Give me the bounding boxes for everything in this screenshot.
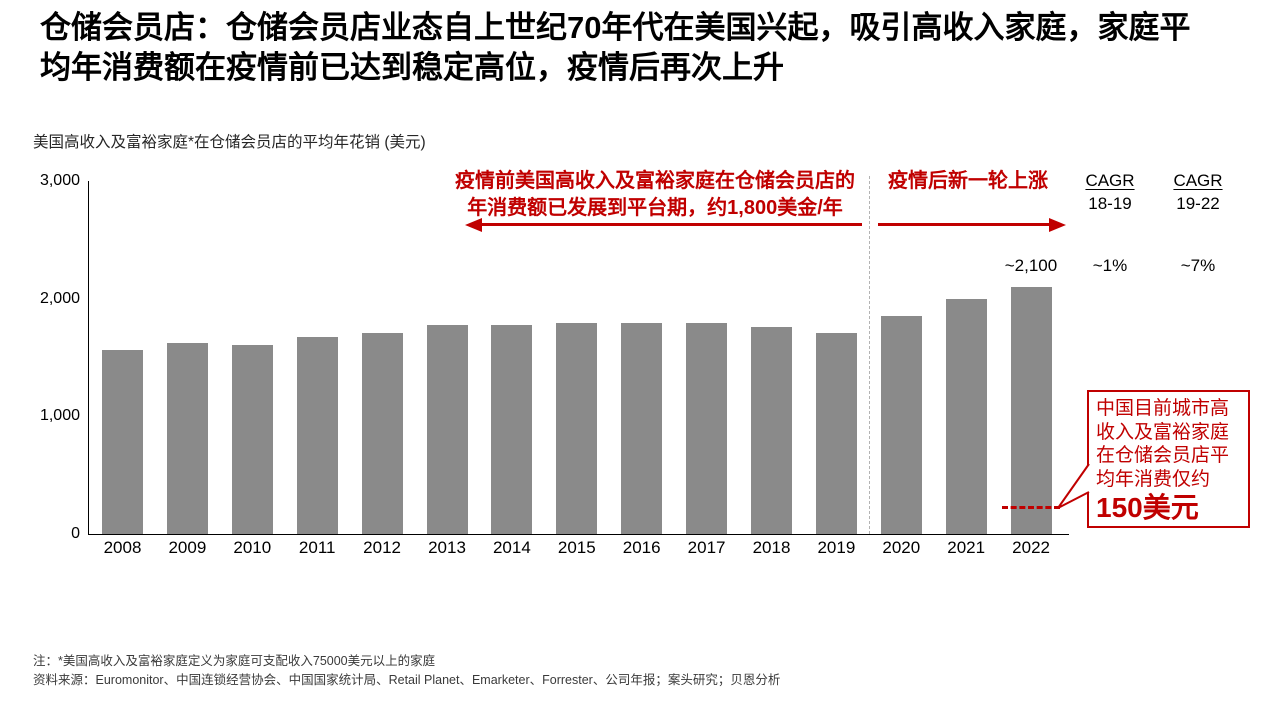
- x-axis-label: 2013: [428, 538, 466, 557]
- annotation-pre-covid-line2: 年消费额已发展到平台期，约1,800美金/年: [467, 197, 843, 219]
- bar-2019: [815, 333, 857, 534]
- annotation-post-covid: 疫情后新一轮上涨: [888, 170, 1048, 192]
- y-axis-tick-label: 2,000: [39, 289, 80, 307]
- china-callout-box: 中国目前城市高收入及富裕家庭在仓储会员店平均年消费仅约 150美元: [1087, 390, 1250, 528]
- y-axis-tick-label: 0: [71, 525, 80, 542]
- pre-post-covid-divider-line: [869, 176, 870, 534]
- slide-title: 仓储会员店：仓储会员店业态自上世纪70年代在美国兴起，吸引高收入家庭，家庭平均年…: [40, 10, 1191, 85]
- x-axis-label: 2018: [752, 538, 791, 557]
- bar-2018: [751, 327, 792, 534]
- x-axis-label: 2012: [363, 538, 401, 557]
- x-axis-label: 2019: [817, 538, 856, 557]
- bar-2010: [231, 345, 273, 534]
- bar-2021: [945, 299, 987, 534]
- pre-covid-arrow-line: [482, 223, 862, 226]
- chart-subtitle: 美国高收入及富裕家庭*在仓储会员店的平均年花销 (美元): [33, 134, 426, 151]
- annotation-pre-covid-line1: 疫情前美国高收入及富裕家庭在仓储会员店的: [455, 170, 855, 192]
- cagr-period: 19-22: [1176, 194, 1220, 213]
- left-arrow-icon: [465, 217, 482, 232]
- cagr-column-18-19: CAGR 18-19: [1073, 169, 1147, 215]
- bar-2020: [880, 316, 922, 534]
- x-axis-label: 2020: [882, 538, 921, 557]
- x-axis-label: 2017: [687, 538, 726, 557]
- bar-value-label-2022: ~2,100: [1004, 256, 1058, 275]
- bar-2012: [361, 333, 403, 534]
- plot-area: 2008 2009 2010 2011 2012 2013 2014 2015 2016 2017…: [88, 181, 1069, 557]
- x-axis-label: 2014: [492, 538, 531, 557]
- y-axis-tick-label: 3,000: [39, 172, 80, 189]
- bar-2011: [296, 337, 338, 534]
- bar-2009: [166, 343, 208, 534]
- bar-2015: [556, 323, 598, 534]
- china-callout-highlight: 150美元: [1096, 492, 1199, 523]
- x-axis-label: 2011: [298, 538, 336, 557]
- cagr-value-18-19: ~1%: [1092, 256, 1128, 275]
- post-covid-arrow-line: [878, 223, 1050, 226]
- china-spend-level-dashed-line: [1002, 506, 1060, 509]
- y-axis-tick-label: 1,000: [39, 407, 80, 425]
- bar-2008: [102, 350, 143, 534]
- x-axis-label: 2015: [557, 538, 596, 557]
- cagr-header: CAGR: [1173, 171, 1223, 190]
- right-arrow-icon: [1049, 217, 1066, 232]
- cagr-value-19-22: ~7%: [1180, 256, 1216, 275]
- china-callout-text: 中国目前城市高收入及富裕家庭在仓储会员店平均年消费仅约: [1096, 398, 1230, 490]
- callout-pointer-icon: [1057, 463, 1090, 509]
- annotation-pre-covid: 疫情前美国高收入及富裕家庭在仓储会员店的 年消费额已发展到平台期，约1,800美…: [440, 168, 870, 222]
- cagr-period: 18-19: [1088, 194, 1132, 213]
- bar-2014: [491, 325, 533, 534]
- bar-2013: [426, 325, 468, 534]
- x-axis-label: 2016: [622, 538, 661, 557]
- footnote-sources: 资料来源：Euromonitor、中国连锁经营协会、中国国家统计局、Retail…: [33, 673, 781, 687]
- y-axis-labels: 0 1,000 2,000 3,000: [18, 172, 80, 542]
- bar-2017: [686, 323, 728, 534]
- x-axis-label: 2009: [168, 538, 207, 557]
- footnote-definition: 注：*美国高收入及富裕家庭定义为家庭可支配收入75000美元以上的家庭: [33, 654, 436, 668]
- cagr-header: CAGR: [1085, 171, 1135, 190]
- x-axis-label: 2021: [947, 538, 986, 557]
- bar-2016: [621, 323, 663, 534]
- cagr-column-19-22: CAGR 19-22: [1161, 169, 1235, 215]
- bar-2022: [1010, 287, 1052, 534]
- x-axis-label: 2022: [1012, 538, 1050, 557]
- x-axis-label: 2010: [233, 538, 272, 557]
- x-axis-label: 2008: [103, 538, 142, 557]
